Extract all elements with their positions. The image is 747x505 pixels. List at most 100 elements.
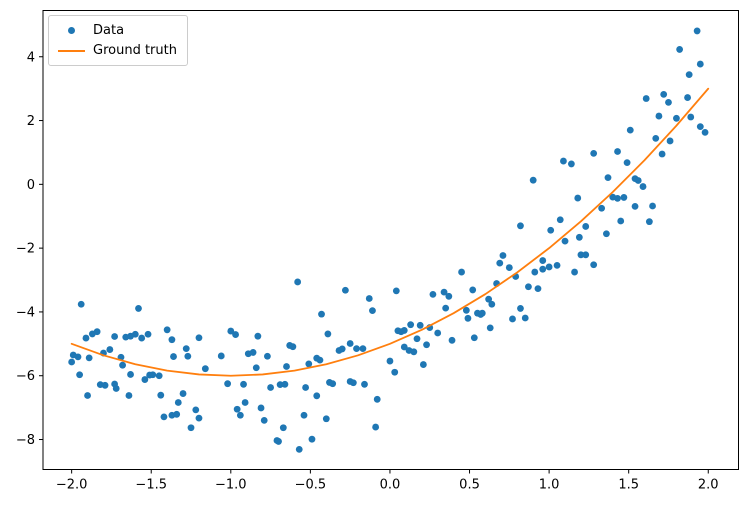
data-point — [76, 371, 84, 379]
data-point — [448, 336, 456, 344]
data-point — [545, 263, 553, 271]
data-point — [410, 348, 418, 356]
data-point — [217, 352, 225, 360]
data-point — [400, 343, 408, 351]
data-point — [308, 435, 316, 443]
data-point — [577, 251, 585, 259]
data-point — [353, 345, 360, 353]
data-point — [529, 176, 537, 184]
data-point — [556, 216, 564, 224]
data-point — [74, 353, 82, 361]
data-point — [469, 286, 477, 294]
data-point — [687, 113, 695, 121]
data-point — [658, 150, 666, 158]
x-tick-label: −1.0 — [215, 478, 247, 493]
data-point — [598, 204, 606, 212]
data-point — [168, 336, 176, 344]
legend-label-data: Data — [93, 23, 125, 38]
data-point — [160, 413, 168, 421]
legend-item-ground-truth: Ground truth — [49, 42, 177, 59]
data-point — [329, 380, 337, 388]
data-point — [665, 98, 672, 106]
data-point — [300, 411, 308, 419]
data-point — [313, 392, 321, 400]
data-point — [603, 230, 610, 238]
data-point — [634, 177, 642, 184]
data-point — [547, 226, 555, 234]
data-point — [372, 423, 380, 431]
data-point — [478, 309, 486, 317]
data-point — [462, 306, 470, 314]
data-point — [534, 285, 542, 293]
data-point — [112, 385, 120, 392]
data-point — [571, 268, 578, 276]
y-tick-label: −2 — [16, 242, 35, 257]
data-point — [170, 353, 177, 360]
data-point — [429, 290, 437, 298]
data-point — [407, 321, 415, 329]
data-point — [289, 343, 297, 351]
data-point — [227, 327, 235, 335]
data-point — [673, 114, 680, 122]
data-point — [341, 286, 349, 294]
x-tick-label: 0.0 — [380, 478, 401, 493]
data-point — [349, 379, 357, 387]
data-point — [125, 392, 133, 399]
data-point — [604, 174, 612, 182]
data-point — [539, 257, 547, 264]
x-tick-label: 2.0 — [698, 478, 719, 493]
data-point — [582, 223, 590, 230]
data-point — [517, 222, 524, 230]
data-point — [509, 315, 516, 323]
data-point — [419, 361, 427, 368]
data-point — [539, 265, 547, 273]
data-point — [127, 371, 134, 378]
y-tick-label: 2 — [27, 114, 35, 129]
data-point — [249, 349, 257, 356]
y-tick-label: 0 — [27, 178, 35, 193]
data-point — [458, 268, 465, 276]
data-point — [106, 346, 114, 353]
data-point — [68, 358, 76, 366]
data-point — [157, 391, 165, 399]
data-point — [281, 380, 289, 388]
legend-marker-cell — [49, 49, 93, 52]
data-point — [442, 304, 450, 312]
data-point — [531, 268, 539, 276]
data-point — [338, 345, 346, 353]
data-point — [264, 352, 271, 360]
data-point — [252, 364, 260, 372]
x-tick-label: −2.0 — [56, 478, 88, 493]
data-point — [240, 380, 247, 388]
data-point — [149, 371, 157, 379]
data-point — [236, 411, 244, 419]
data-point — [590, 261, 598, 269]
data-point — [666, 137, 674, 145]
data-point — [525, 283, 532, 291]
data-point — [445, 292, 453, 300]
data-point — [373, 395, 381, 403]
data-point — [93, 328, 101, 336]
data-point — [590, 149, 598, 157]
data-point — [305, 360, 313, 368]
data-point — [155, 372, 163, 380]
data-point — [302, 384, 310, 391]
data-point — [574, 194, 582, 202]
data-point — [645, 218, 653, 226]
data-point — [260, 416, 268, 424]
scatter-dot-marker-icon — [67, 27, 75, 34]
data-point — [386, 357, 394, 365]
data-point — [174, 399, 182, 406]
data-point — [318, 310, 325, 318]
data-point — [195, 334, 203, 342]
data-point — [182, 345, 190, 353]
data-point — [369, 307, 376, 315]
data-point — [201, 365, 209, 373]
data-point — [423, 341, 430, 349]
data-point — [295, 446, 303, 453]
data-point — [141, 376, 149, 383]
data-point — [642, 95, 650, 102]
data-point — [241, 399, 249, 406]
data-point — [187, 424, 195, 432]
data-point — [257, 404, 265, 412]
